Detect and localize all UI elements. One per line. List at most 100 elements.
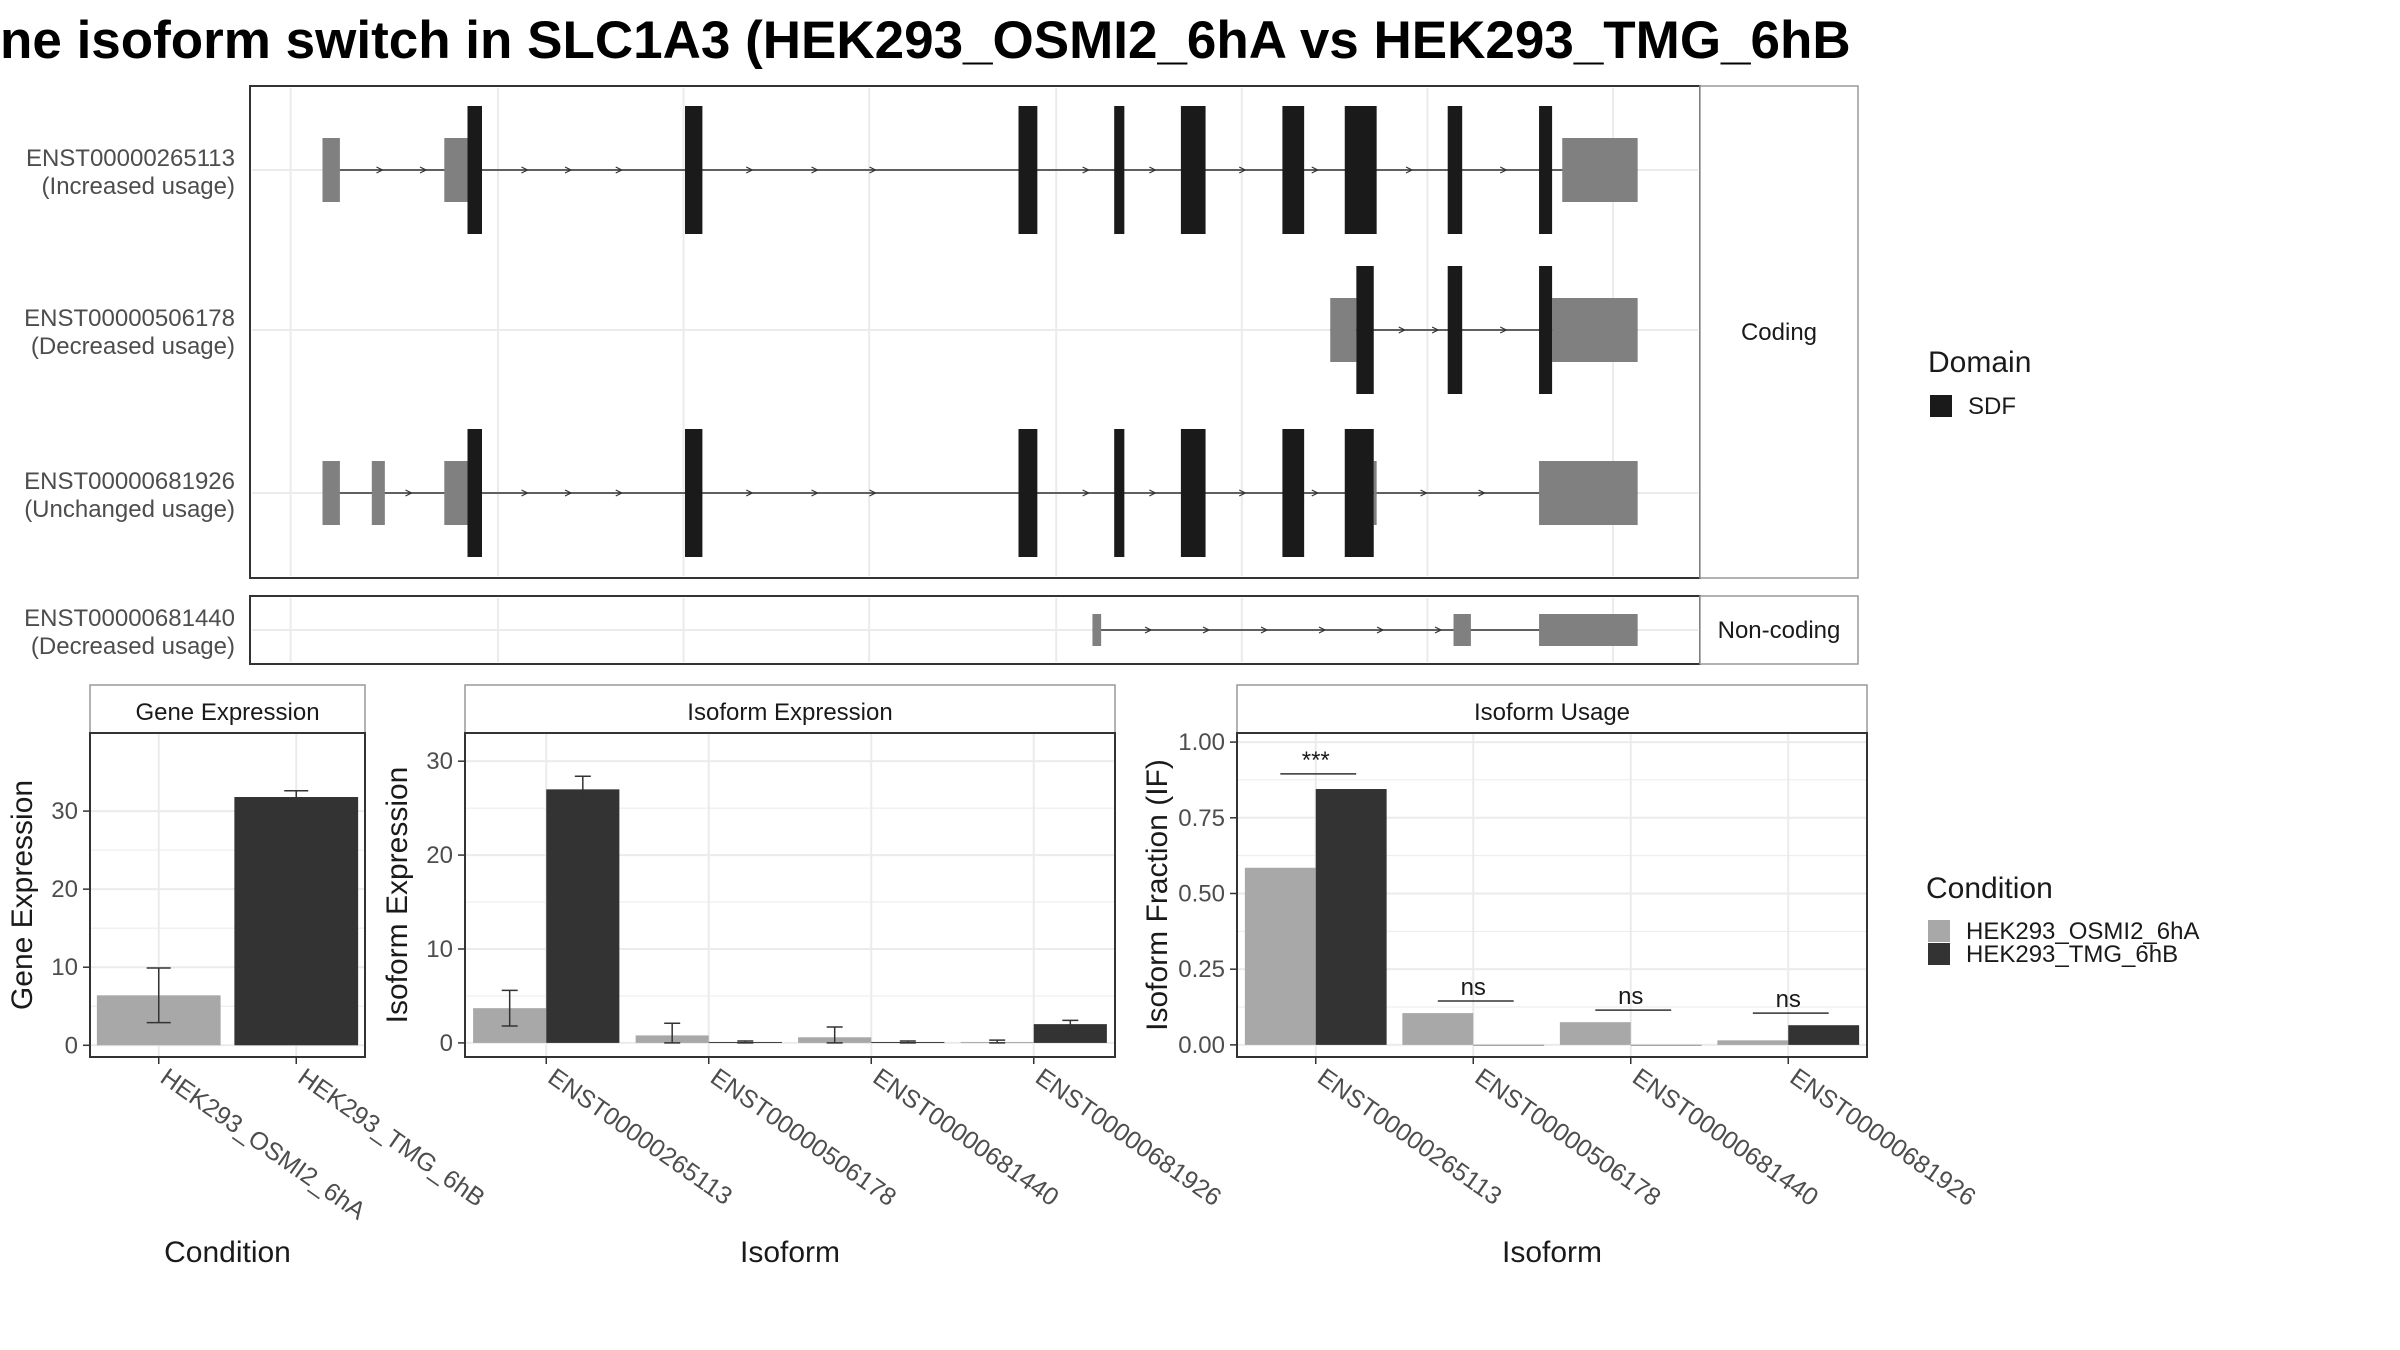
- sdf-domain-exon: [1018, 106, 1038, 234]
- utr-exon: [1552, 298, 1638, 362]
- sdf-domain-exon: [1114, 106, 1125, 234]
- transcript-ENST00000681926: ENST00000681926(Unchanged usage): [24, 429, 1638, 557]
- condition-legend-swatch-a: [1928, 920, 1950, 942]
- domain-legend-label-sdf: SDF: [1968, 393, 2016, 420]
- utr-exon: [322, 138, 340, 202]
- bar: [546, 789, 620, 1043]
- sdf-domain-exon: [1282, 429, 1305, 557]
- bar: [1717, 1040, 1789, 1045]
- strand-arrow: [745, 166, 754, 174]
- strand-arrow: [615, 166, 624, 174]
- sdf-domain-exon: [1344, 106, 1377, 234]
- condition-legend-label-b: HEK293_TMG_6hB: [1966, 941, 2178, 968]
- transcript-id-label: ENST00000681926: [24, 468, 235, 495]
- y-tick-label: 0.25: [1178, 956, 1225, 983]
- sdf-domain-exon: [685, 429, 703, 557]
- panel-border: [1236, 732, 1868, 1058]
- strand-arrow: [1478, 489, 1486, 497]
- utr-exon: [1092, 614, 1102, 646]
- strand-arrow: [811, 166, 819, 174]
- y-tick-label: 0.00: [1178, 1032, 1225, 1059]
- bar: [1788, 1025, 1860, 1045]
- y-tick-label: 10: [426, 936, 453, 963]
- gene-expression-chart: Gene ExpressionHEK293_OSMI2_6hAHEK293_TM…: [6, 684, 490, 1269]
- x-axis-title: Isoform: [1502, 1236, 1602, 1269]
- strand-arrow: [564, 489, 573, 497]
- strand-arrow: [1260, 626, 1269, 634]
- facet-strip: [464, 684, 1116, 734]
- domain-legend-title: Domain: [1928, 346, 2031, 379]
- bar: [1559, 1022, 1631, 1045]
- bar: [1033, 1024, 1107, 1043]
- y-tick-label: 20: [426, 842, 453, 869]
- y-tick-label: 30: [51, 798, 78, 825]
- bar: [1630, 1044, 1702, 1046]
- sdf-domain-exon: [1282, 106, 1305, 234]
- sdf-domain-exon: [467, 106, 482, 234]
- transcript-usage-label: (Decreased usage): [31, 633, 235, 660]
- utr-exon: [322, 461, 340, 525]
- significance-label: ns: [1776, 986, 1801, 1013]
- utr-exon: [1539, 461, 1638, 525]
- strand-arrow: [1238, 489, 1247, 497]
- y-tick-label: 1.00: [1178, 729, 1225, 756]
- utr-exon: [371, 461, 385, 525]
- strand-arrow: [745, 489, 754, 497]
- bar: [234, 797, 359, 1046]
- x-axis-title: Condition: [164, 1236, 291, 1269]
- transcript-ENST00000506178: ENST00000506178(Decreased usage): [24, 266, 1638, 394]
- coding-strip: [1699, 85, 1859, 579]
- y-tick-label: 0.75: [1178, 805, 1225, 832]
- domain-legend: Domain SDF: [1928, 346, 2031, 420]
- strand-arrow: [1149, 489, 1157, 497]
- strand-arrow: [1144, 626, 1153, 634]
- figure-title: ne isoform switch in SLC1A3 (HEK293_OSMI…: [0, 11, 1851, 70]
- strand-arrow: [1420, 489, 1428, 497]
- utr-exon: [444, 138, 468, 202]
- facet-strip-label: Isoform Expression: [687, 699, 892, 726]
- strand-arrow: [1082, 489, 1090, 497]
- utr-exon: [444, 461, 468, 525]
- isoform-expression-chart: Isoform ExpressionENST00000265113ENST000…: [381, 684, 1226, 1269]
- strand-arrow: [811, 489, 819, 497]
- strand-arrow: [1082, 166, 1090, 174]
- y-tick-label: 0: [65, 1032, 78, 1059]
- sdf-domain-exon: [1539, 106, 1553, 234]
- bar: [1244, 867, 1316, 1045]
- transcript-ENST00000681440: ENST00000681440(Decreased usage): [24, 605, 1638, 660]
- transcript-id-label: ENST00000265113: [26, 145, 235, 172]
- domain-legend-swatch-sdf: [1930, 395, 1952, 417]
- strand-arrow: [1499, 166, 1508, 174]
- strand-arrow: [1202, 626, 1211, 634]
- strand-arrow: [1431, 326, 1440, 334]
- utr-exon: [1562, 138, 1638, 202]
- condition-legend-title: Condition: [1926, 872, 2053, 905]
- strand-arrow: [405, 489, 413, 497]
- sdf-domain-exon: [685, 106, 703, 234]
- strand-arrow: [1434, 626, 1443, 634]
- sdf-domain-exon: [1447, 266, 1463, 394]
- strand-arrow: [1311, 489, 1320, 497]
- transcript-ENST00000265113: ENST00000265113(Increased usage): [26, 106, 1638, 234]
- significance-label: ***: [1302, 747, 1330, 774]
- y-axis-title: Gene Expression: [6, 780, 39, 1010]
- transcript-usage-label: (Increased usage): [42, 173, 235, 200]
- condition-legend: Condition HEK293_OSMI2_6hA HEK293_TMG_6h…: [1926, 872, 2199, 968]
- y-tick-label: 20: [51, 876, 78, 903]
- strand-arrow: [521, 166, 529, 174]
- significance-label: ns: [1618, 983, 1643, 1010]
- facet-strip: [1236, 684, 1868, 734]
- significance-label: ns: [1461, 974, 1486, 1001]
- utr-exon: [1453, 614, 1471, 646]
- strand-arrow: [615, 489, 624, 497]
- transcript-structures: ENST00000265113(Increased usage)ENST0000…: [24, 88, 1698, 662]
- y-tick-label: 10: [51, 954, 78, 981]
- sdf-domain-exon: [1114, 429, 1125, 557]
- strand-arrow: [1149, 166, 1157, 174]
- facet-strip-label: Gene Expression: [135, 699, 319, 726]
- strand-arrow: [521, 489, 529, 497]
- strand-arrow: [1398, 326, 1407, 334]
- strand-arrow: [1318, 626, 1327, 634]
- transcript-id-label: ENST00000681440: [24, 605, 235, 632]
- sdf-domain-exon: [1356, 266, 1374, 394]
